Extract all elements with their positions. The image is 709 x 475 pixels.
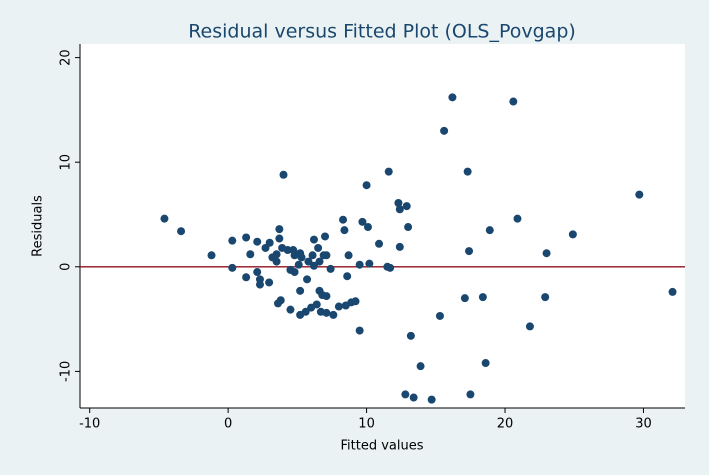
point xyxy=(460,294,469,303)
y-axis-label: Residuals xyxy=(31,195,46,257)
point xyxy=(253,237,262,246)
point xyxy=(242,233,251,242)
point xyxy=(375,239,384,248)
point xyxy=(463,167,472,176)
point xyxy=(177,227,186,236)
point xyxy=(272,257,281,266)
point xyxy=(312,300,321,309)
point xyxy=(635,190,644,199)
point xyxy=(427,395,436,404)
point xyxy=(228,263,237,272)
point xyxy=(160,214,169,223)
point xyxy=(541,293,550,302)
point xyxy=(290,268,299,277)
point xyxy=(386,263,395,272)
point xyxy=(542,249,551,258)
x-tick-label: 30 xyxy=(635,417,652,432)
x-tick-label: 10 xyxy=(358,417,375,432)
point xyxy=(301,307,310,316)
point xyxy=(322,308,331,317)
x-tick-label: -10 xyxy=(79,417,100,432)
point xyxy=(351,297,360,306)
point xyxy=(339,215,348,224)
point xyxy=(255,280,264,289)
point xyxy=(355,260,364,269)
point xyxy=(363,223,372,232)
point xyxy=(321,232,330,241)
point xyxy=(395,242,404,251)
point xyxy=(275,225,284,234)
x-axis-label: Fitted values xyxy=(340,439,423,454)
point xyxy=(481,359,490,368)
point xyxy=(272,250,281,259)
point xyxy=(435,311,444,320)
point xyxy=(384,167,393,176)
point xyxy=(329,310,338,319)
point xyxy=(401,390,410,399)
point xyxy=(308,251,317,260)
point xyxy=(343,272,352,281)
point xyxy=(395,205,404,214)
point xyxy=(448,93,457,102)
point xyxy=(394,198,403,207)
point xyxy=(228,236,237,245)
point xyxy=(509,97,518,106)
point xyxy=(402,202,411,211)
point xyxy=(326,264,335,273)
point xyxy=(253,268,262,277)
point xyxy=(265,238,274,247)
point xyxy=(309,261,318,270)
point xyxy=(362,181,371,190)
point xyxy=(358,217,367,226)
point xyxy=(242,273,251,282)
y-tick-label: 10 xyxy=(59,154,74,171)
point xyxy=(334,302,343,311)
y-tick-label: -10 xyxy=(59,361,74,382)
point xyxy=(297,253,306,262)
point xyxy=(344,251,353,260)
point xyxy=(276,296,285,305)
point xyxy=(406,331,415,340)
point xyxy=(466,390,475,399)
point xyxy=(668,287,677,296)
y-tick-label: 20 xyxy=(59,49,74,66)
point xyxy=(513,214,522,223)
point xyxy=(315,257,324,266)
y-tick-label: 0 xyxy=(59,263,74,271)
point xyxy=(265,278,274,287)
point xyxy=(322,292,331,301)
point xyxy=(355,326,364,335)
point xyxy=(303,275,312,284)
point xyxy=(416,362,425,371)
point xyxy=(296,286,305,295)
point xyxy=(440,126,449,135)
point xyxy=(275,234,284,243)
point xyxy=(365,259,374,268)
point xyxy=(314,243,323,252)
point xyxy=(294,260,303,269)
point xyxy=(207,251,216,260)
point xyxy=(568,230,577,239)
point xyxy=(340,226,349,235)
chart-title: Residual versus Fitted Plot (OLS_Povgap) xyxy=(188,21,576,43)
point xyxy=(409,393,418,402)
point xyxy=(478,293,487,302)
point xyxy=(279,170,288,179)
plot-area xyxy=(80,44,685,408)
point xyxy=(286,305,295,314)
point xyxy=(246,250,255,259)
point xyxy=(283,246,292,255)
x-tick-label: 20 xyxy=(497,417,514,432)
point xyxy=(465,247,474,256)
point xyxy=(322,251,331,260)
point xyxy=(304,257,313,266)
point xyxy=(309,235,318,244)
point xyxy=(525,322,534,331)
point xyxy=(404,223,413,232)
x-tick-label: 0 xyxy=(224,417,232,432)
point xyxy=(485,226,494,235)
